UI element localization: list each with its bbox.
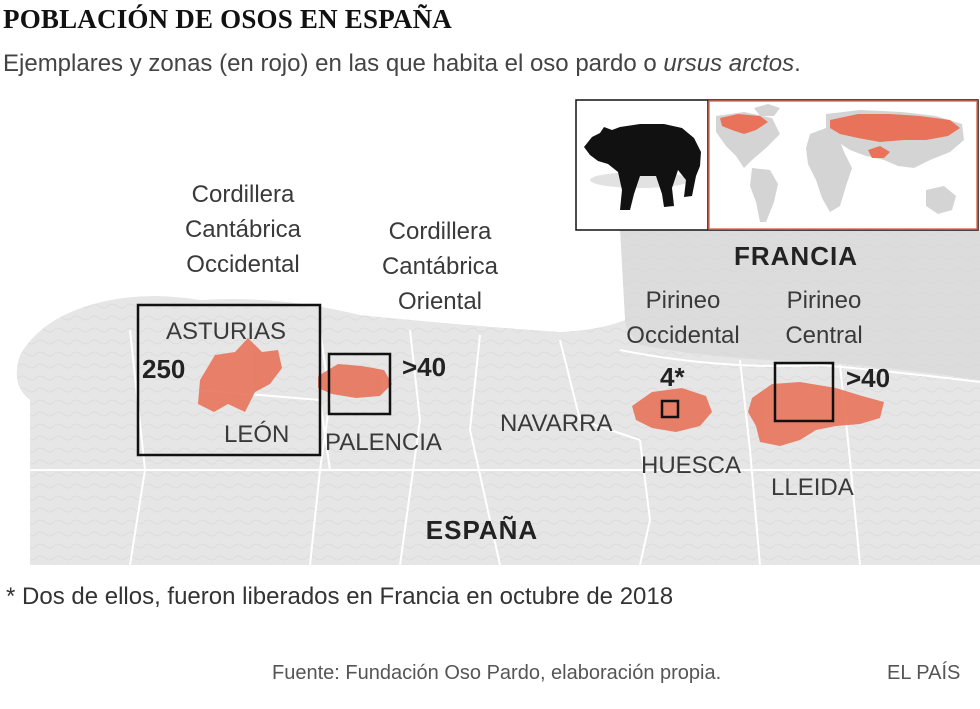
bear-icon [584, 124, 701, 210]
province-label-huesca: HUESCA [641, 452, 741, 479]
box-pirineo-occidental [660, 399, 680, 419]
zone-name-cantabrica-oriental: Cordillera Cantábrica Oriental [382, 218, 499, 315]
zone-name-pirineo-central: Pirineo Central [785, 287, 862, 349]
habitat-cantabrica-oriental [318, 364, 392, 398]
habitat-cantabrica-occidental [198, 338, 282, 412]
province-label-asturias: ASTURIAS [166, 318, 286, 345]
source-note: Fuente: Fundación Oso Pardo, elaboración… [272, 662, 722, 684]
country-label-spain: ESPAÑA [426, 515, 538, 545]
zone-name-pirineo-occidental: Pirineo Occidental [626, 287, 739, 349]
habitat-pirineo-central [748, 382, 884, 446]
count-pirineo-occidental: 4* [660, 362, 685, 392]
species-name: ursus arctos [663, 50, 795, 77]
province-label-navarra: NAVARRA [500, 410, 612, 437]
count-cantabrica-occidental: 250 [142, 354, 185, 384]
map-svg: Cordillera Cantábrica Occidental Cordill… [0, 99, 980, 566]
zone-name-line: Pirineo [787, 287, 862, 314]
publisher-credit: EL PAÍS [887, 662, 961, 684]
footnote: * Dos de ellos, fueron liberados en Fran… [6, 583, 674, 610]
zone-name-line: Cantábrica [185, 216, 302, 243]
zone-name-line: Cantábrica [382, 253, 499, 280]
box-cantabrica-occidental [136, 303, 322, 457]
province-label-leon: LEÓN [224, 421, 289, 448]
province-label-palencia: PALENCIA [325, 429, 442, 456]
habitat-pirineo-occidental [632, 388, 712, 432]
zone-boxes [136, 303, 835, 457]
inset-panel [575, 99, 979, 231]
habitat-areas [198, 338, 884, 446]
province-labels: ASTURIAS LEÓN PALENCIA NAVARRA HUESCA LL… [166, 318, 854, 501]
province-label-lleida: LLEIDA [771, 474, 854, 501]
zone-name-line: Oriental [398, 288, 482, 315]
world-map [716, 104, 964, 222]
zone-name-line: Cordillera [192, 181, 295, 208]
zone-name-line: Occidental [186, 251, 299, 278]
box-pirineo-central [773, 361, 835, 423]
zone-name-cantabrica-occidental: Cordillera Cantábrica Occidental [185, 181, 302, 278]
country-label-france: FRANCIA [734, 241, 858, 271]
zone-name-line: Central [785, 322, 862, 349]
count-pirineo-central: >40 [846, 363, 890, 393]
subtitle-text: Ejemplares y zonas (en rojo) en las que … [3, 50, 664, 77]
map-area: Cordillera Cantábrica Occidental Cordill… [0, 95, 980, 566]
chart-subtitle: Ejemplares y zonas (en rojo) en las que … [3, 50, 801, 78]
zone-name-line: Pirineo [646, 287, 721, 314]
subtitle-end: . [794, 50, 801, 77]
count-cantabrica-oriental: >40 [402, 352, 446, 382]
zone-name-line: Cordillera [389, 218, 492, 245]
chart-title: POBLACIÓN DE OSOS EN ESPAÑA [3, 4, 452, 34]
zone-name-line: Occidental [626, 322, 739, 349]
relief-texture [16, 230, 980, 565]
box-cantabrica-oriental [327, 352, 392, 416]
sea [0, 230, 625, 400]
